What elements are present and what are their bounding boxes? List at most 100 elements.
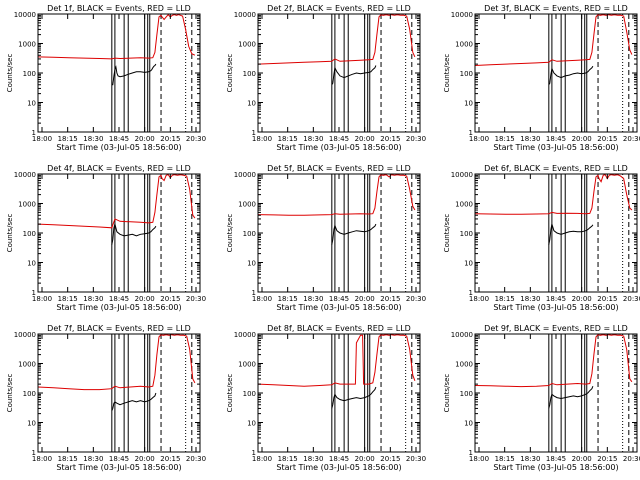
x-tick-label: 18:00 (32, 455, 52, 463)
x-tick-label: 20:00 (135, 135, 155, 143)
y-tick-label: 1000 (455, 201, 473, 209)
series-line-red (38, 14, 196, 60)
chart-panel: Det 9f, BLACK = Events, RED = LLD 1 10 100 1… (443, 324, 640, 472)
y-tick-label: 10 (27, 100, 36, 108)
chart-title: Det 3f, BLACK = Events, RED = LLD (484, 4, 628, 13)
x-tick-label: 18:30 (520, 135, 540, 143)
chart-title: Det 4f, BLACK = Events, RED = LLD (47, 164, 191, 173)
x-axis-label: Start Time (03-Jul-05 18:56:00) (56, 463, 181, 472)
y-tick-label: 10 (464, 420, 473, 428)
x-tick-label: 18:00 (252, 295, 272, 303)
y-tick-label: 10000 (234, 11, 256, 19)
x-tick-label: 18:15 (495, 295, 515, 303)
y-tick-label: 1000 (455, 41, 473, 49)
x-tick-label: 18:45 (329, 135, 349, 143)
x-tick-label: 20:15 (160, 455, 180, 463)
chart-panel: Det 7f, BLACK = Events, RED = LLD 1 10 100 1… (6, 324, 206, 472)
x-tick-label: 20:00 (135, 295, 155, 303)
y-tick-label: 100 (243, 390, 256, 398)
y-tick-label: 100 (460, 390, 473, 398)
x-tick-label: 20:00 (572, 135, 592, 143)
y-tick-label: 100 (243, 70, 256, 78)
x-tick-label: 18:30 (303, 455, 323, 463)
plot-frame (474, 173, 638, 293)
x-tick-label: 18:15 (278, 455, 298, 463)
x-tick-label: 20:15 (380, 135, 400, 143)
plot-area (38, 14, 196, 132)
y-tick-label: 1000 (18, 361, 36, 369)
y-tick-label: 100 (23, 230, 36, 238)
x-tick-label: 18:15 (278, 135, 298, 143)
x-tick-label: 18:00 (469, 295, 489, 303)
y-tick-label: 1 (469, 289, 473, 297)
y-tick-label: 10 (247, 100, 256, 108)
chart-panel: Det 6f, BLACK = Events, RED = LLD 1 10 100 1… (443, 164, 640, 312)
plot-area (475, 334, 633, 452)
y-tick-label: 10000 (451, 11, 473, 19)
x-tick-label: 18:45 (109, 135, 129, 143)
plot-frame (474, 13, 638, 133)
x-tick-label: 20:30 (406, 135, 426, 143)
chart-title: Det 1f, BLACK = Events, RED = LLD (47, 4, 191, 13)
y-tick-label: 1 (252, 449, 256, 457)
y-tick-label: 10000 (234, 171, 256, 179)
x-tick-label: 18:45 (109, 295, 129, 303)
x-axis-label: Start Time (03-Jul-05 18:56:00) (56, 303, 181, 312)
y-tick-label: 1000 (238, 201, 256, 209)
y-tick-label: 1000 (18, 41, 36, 49)
x-tick-label: 18:00 (252, 135, 272, 143)
y-tick-label: 10000 (14, 171, 36, 179)
x-tick-label: 18:45 (546, 135, 566, 143)
series-line-black (331, 65, 377, 85)
y-tick-label: 10000 (451, 331, 473, 339)
y-axis-label: Counts/sec (6, 54, 14, 93)
x-tick-label: 18:45 (329, 455, 349, 463)
y-tick-label: 100 (243, 230, 256, 238)
y-axis-label: Counts/sec (443, 214, 451, 253)
x-tick-label: 20:15 (380, 295, 400, 303)
x-tick-label: 18:30 (83, 135, 103, 143)
x-tick-label: 18:00 (469, 135, 489, 143)
y-tick-label: 10 (247, 260, 256, 268)
x-tick-label: 20:00 (355, 295, 375, 303)
x-tick-label: 18:30 (83, 455, 103, 463)
series-line-black (548, 386, 594, 409)
x-tick-label: 18:15 (58, 295, 78, 303)
chart-panel: Det 5f, BLACK = Events, RED = LLD 1 10 100 1… (226, 164, 426, 312)
x-tick-label: 18:00 (32, 295, 52, 303)
y-axis-label: Counts/sec (226, 54, 234, 93)
x-tick-label: 18:45 (329, 295, 349, 303)
x-tick-label: 20:30 (186, 295, 206, 303)
chart-panel: Det 1f, BLACK = Events, RED = LLD 1 10 100 1… (6, 4, 206, 152)
y-tick-label: 10000 (14, 331, 36, 339)
x-tick-label: 20:30 (623, 295, 640, 303)
x-tick-label: 20:30 (623, 135, 640, 143)
series-line-black (331, 223, 377, 245)
x-tick-label: 18:45 (109, 455, 129, 463)
x-tick-label: 20:30 (623, 455, 640, 463)
plot-area (475, 174, 633, 292)
x-tick-label: 18:15 (495, 135, 515, 143)
chart-title: Det 6f, BLACK = Events, RED = LLD (484, 164, 628, 173)
y-tick-label: 1 (32, 129, 36, 137)
plot-area (475, 14, 633, 132)
x-tick-label: 20:00 (572, 455, 592, 463)
y-axis-label: Counts/sec (226, 214, 234, 253)
series-line-red (475, 334, 633, 388)
y-tick-label: 1000 (238, 41, 256, 49)
y-tick-label: 10000 (14, 11, 36, 19)
y-tick-label: 1000 (455, 361, 473, 369)
chart-title: Det 2f, BLACK = Events, RED = LLD (267, 4, 411, 13)
y-tick-label: 10 (27, 420, 36, 428)
y-tick-label: 1 (469, 129, 473, 137)
y-tick-label: 10000 (451, 171, 473, 179)
plot-frame (257, 333, 421, 453)
x-tick-label: 18:30 (303, 295, 323, 303)
x-tick-label: 20:15 (160, 135, 180, 143)
x-axis-label: Start Time (03-Jul-05 18:56:00) (493, 303, 618, 312)
series-line-red (258, 14, 416, 65)
x-tick-label: 20:15 (380, 455, 400, 463)
series-line-red (475, 14, 633, 66)
chart-title: Det 5f, BLACK = Events, RED = LLD (267, 164, 411, 173)
